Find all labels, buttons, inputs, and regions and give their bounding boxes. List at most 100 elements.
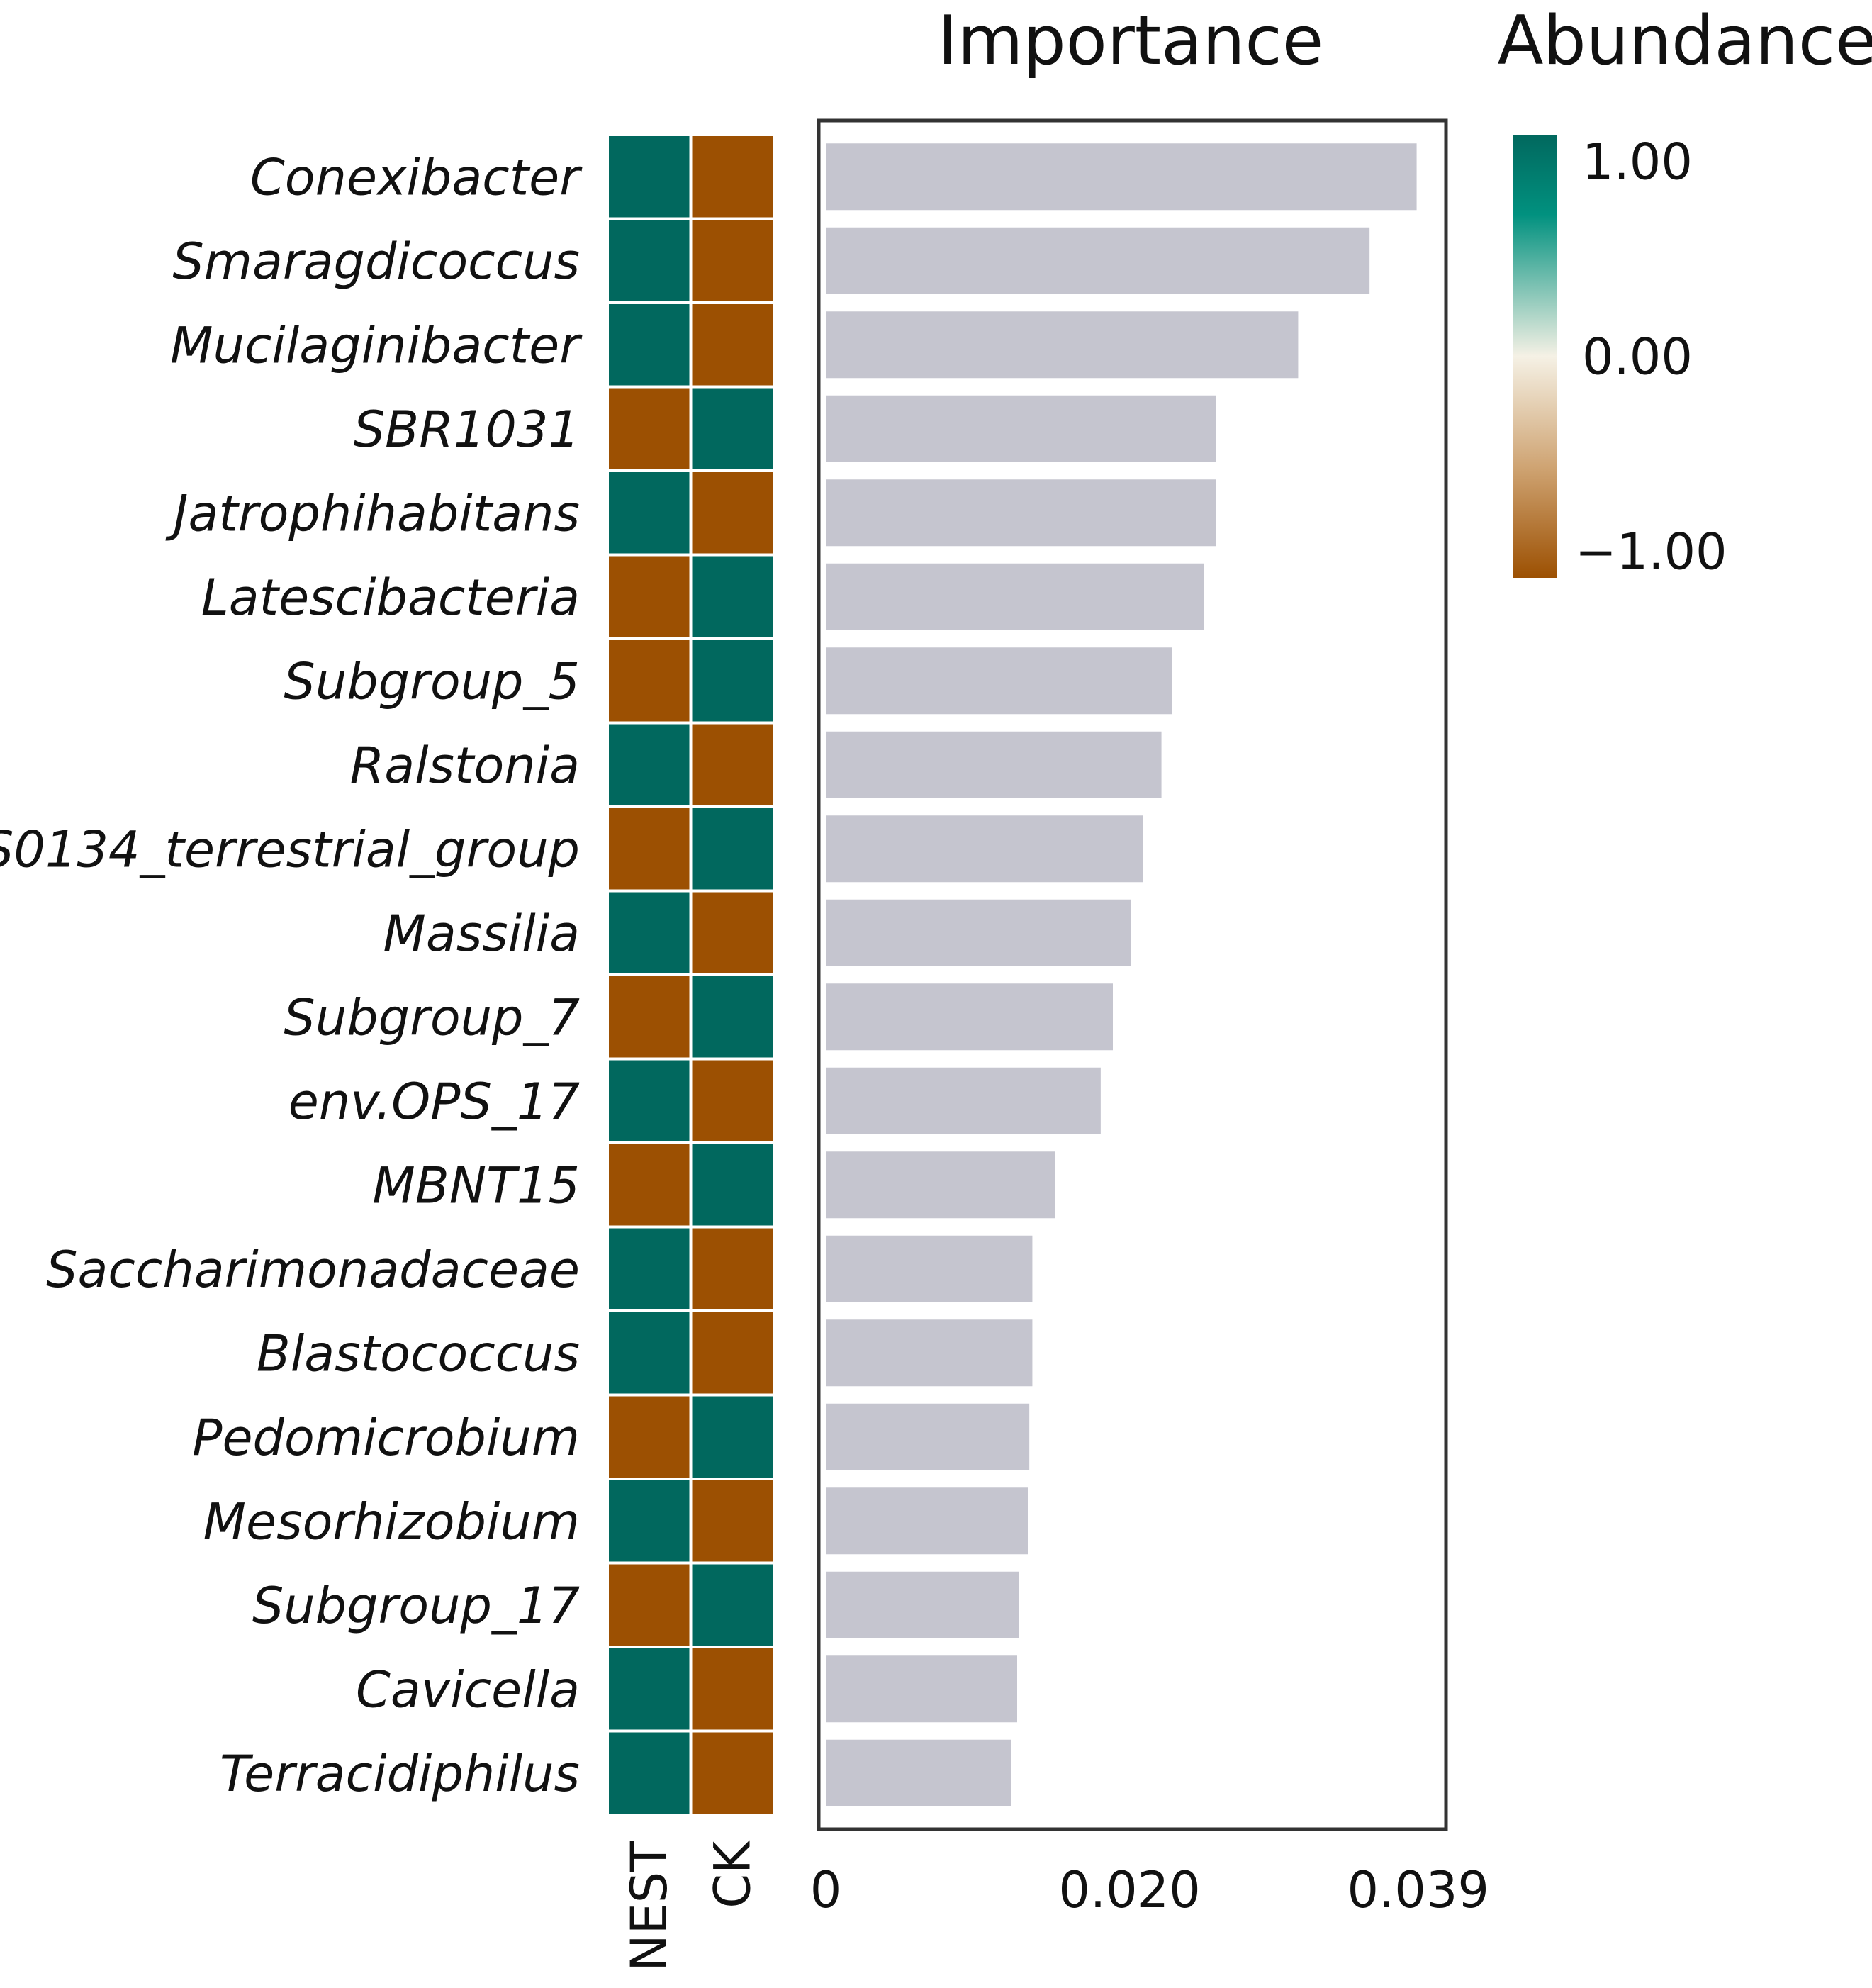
x-tick-label: 0.039 (1347, 1861, 1489, 1919)
species-label: Massilia (383, 905, 580, 963)
importance-bar (826, 1151, 1055, 1219)
abundance-heatmap (606, 133, 775, 1816)
heatmap-column-label: NEST (620, 1841, 678, 1972)
species-label: Mesorhizobium (203, 1492, 580, 1551)
heatmap-cell-ck (689, 133, 775, 220)
species-label: Conexibacter (250, 148, 583, 206)
importance-bar (826, 731, 1162, 798)
heatmap-cell-nest (606, 721, 693, 808)
importance-bar (826, 1235, 1033, 1302)
importance-bar (826, 311, 1299, 379)
heatmap-cell-nest (606, 133, 693, 220)
heatmap-cell-ck (689, 217, 775, 304)
heatmap-cell-ck (689, 1729, 775, 1816)
heatmap-cell-nest (606, 1225, 693, 1312)
species-label: Terracidiphilus (220, 1745, 580, 1803)
importance-bar (826, 647, 1172, 715)
heatmap-cell-nest (606, 301, 693, 389)
heatmap-cell-nest (606, 973, 693, 1061)
heatmap-cell-ck (689, 721, 775, 808)
species-label: MBNT15 (372, 1156, 580, 1214)
heatmap-cell-ck (689, 1646, 775, 1733)
species-label: Smaragdicoccus (172, 233, 580, 291)
importance-bar (826, 1403, 1030, 1470)
heatmap-cell-ck (689, 301, 775, 389)
chart-title: Importance (938, 2, 1323, 80)
heatmap-cell-nest (606, 1729, 693, 1816)
species-label: Blastococcus (257, 1324, 580, 1383)
legend-ticks: 1.00 0.00 −1.00 (1575, 133, 1727, 581)
heatmap-cell-ck (689, 637, 775, 725)
importance-bar (826, 1655, 1017, 1723)
heatmap-column-labels: NEST CK (620, 1840, 762, 1972)
species-label: Cavicella (356, 1660, 580, 1719)
species-label: Saccharimonadaceae (46, 1241, 580, 1299)
heatmap-cell-ck (689, 1561, 775, 1648)
heatmap-cell-ck (689, 1225, 775, 1312)
species-label: Jatrophihabitans (165, 484, 580, 542)
heatmap-cell-nest (606, 1057, 693, 1144)
legend-title: Abundance (1497, 2, 1872, 80)
legend-tick-label: −1.00 (1575, 523, 1727, 581)
legend-tick-label: 0.00 (1582, 328, 1693, 386)
species-label: Mucilaginibacter (170, 316, 583, 374)
heatmap-cell-ck (689, 1393, 775, 1480)
heatmap-cell-nest (606, 1561, 693, 1648)
heatmap-cell-nest (606, 385, 693, 472)
importance-bars (826, 143, 1417, 1806)
heatmap-cell-nest (606, 469, 693, 557)
heatmap-cell-ck (689, 889, 775, 976)
heatmap-cell-ck (689, 973, 775, 1061)
heatmap-cell-ck (689, 469, 775, 557)
heatmap-cell-ck (689, 805, 775, 893)
importance-bar (826, 563, 1204, 630)
heatmap-cell-ck (689, 385, 775, 472)
importance-bar (826, 1319, 1033, 1387)
importance-bar (826, 395, 1216, 462)
species-label: Pedomicrobium (192, 1409, 580, 1467)
importance-bar (826, 227, 1370, 294)
x-axis-ticks: 0 0.020 0.039 (810, 1861, 1489, 1919)
species-label: env.OPS_17 (288, 1073, 580, 1131)
plot-frame (817, 118, 1448, 1831)
species-label: Subgroup_17 (252, 1577, 580, 1635)
heatmap-cell-ck (689, 1309, 775, 1397)
species-label: Subgroup_7 (284, 988, 580, 1046)
species-label: Ralstonia (350, 737, 580, 795)
importance-bar (826, 1571, 1019, 1638)
x-tick-label: 0 (810, 1861, 842, 1919)
abundance-legend: Abundance 1.00 0.00 −1.00 (1497, 2, 1872, 581)
heatmap-cell-nest (606, 1478, 693, 1565)
heatmap-cell-nest (606, 1309, 693, 1397)
importance-bar (826, 1739, 1011, 1806)
importance-bar (826, 479, 1216, 547)
heatmap-cell-nest (606, 1141, 693, 1229)
species-label: S0134_terrestrial_group (0, 820, 580, 878)
heatmap-cell-ck (689, 553, 775, 640)
heatmap-column-label: CK (703, 1840, 761, 1909)
importance-bar (826, 899, 1131, 966)
x-tick-label: 0.020 (1058, 1861, 1200, 1919)
species-labels: Conexibacter Smaragdicoccus Mucilaginibact… (0, 148, 583, 1803)
importance-bar (826, 1067, 1101, 1134)
heatmap-cell-nest (606, 637, 693, 725)
heatmap-cell-nest (606, 1393, 693, 1480)
species-label: Subgroup_5 (284, 652, 580, 710)
legend-tick-label: 1.00 (1582, 133, 1693, 191)
heatmap-cell-nest (606, 805, 693, 893)
species-label: SBR1031 (354, 401, 580, 459)
importance-bar (826, 143, 1417, 211)
heatmap-cell-nest (606, 1646, 693, 1733)
importance-bar (826, 983, 1113, 1051)
heatmap-cell-ck (689, 1141, 775, 1229)
importance-bar (826, 815, 1143, 883)
heatmap-cell-nest (606, 889, 693, 976)
legend-colorbar (1513, 135, 1557, 578)
heatmap-cell-nest (606, 217, 693, 304)
heatmap-cell-ck (689, 1478, 775, 1565)
heatmap-cell-ck (689, 1057, 775, 1144)
heatmap-cell-nest (606, 553, 693, 640)
importance-bar (826, 1487, 1028, 1555)
species-label: Latescibacteria (201, 569, 580, 627)
